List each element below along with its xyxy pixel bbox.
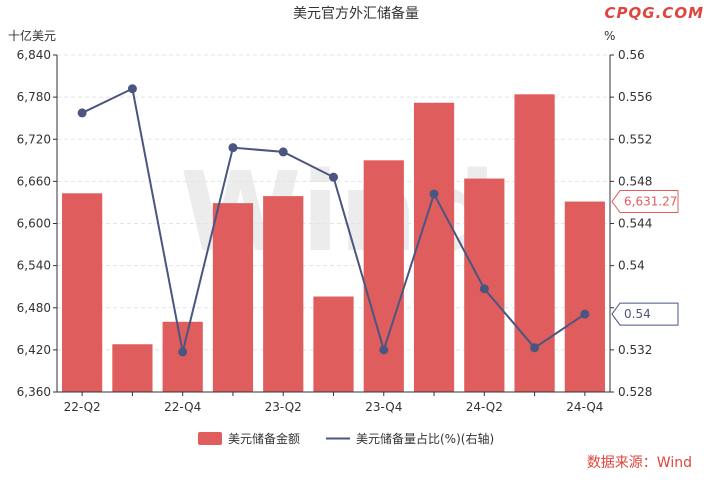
line-point (77, 108, 87, 118)
left-tick-label: 6,720 (17, 132, 51, 146)
bar (564, 201, 605, 392)
callout-box (611, 302, 679, 326)
bar-series (62, 94, 605, 393)
right-tick-label: 0.548 (618, 174, 652, 188)
right-tick-label: 0.56 (618, 48, 645, 62)
x-tick-label: 24-Q2 (466, 400, 503, 414)
left-tick-label: 6,540 (17, 259, 51, 273)
left-tick-label: 6,780 (17, 90, 51, 104)
line-point (580, 309, 590, 319)
chart-title: 美元官方外汇储备量 (293, 5, 419, 22)
legend-bar-label: 美元储备金额 (228, 431, 300, 446)
left-tick-label: 6,360 (17, 385, 51, 399)
right-axis-unit: % (604, 29, 615, 43)
callout-label: 0.54 (624, 307, 651, 321)
right-tick-label: 0.556 (618, 90, 652, 104)
line-point (379, 345, 389, 355)
bar (162, 321, 203, 392)
line-point (429, 189, 439, 199)
right-tick-label: 0.532 (618, 343, 652, 357)
line-point (228, 143, 238, 153)
line-point (278, 147, 288, 157)
line-point (329, 172, 338, 182)
x-tick-label: 23-Q4 (365, 400, 402, 414)
left-tick-label: 6,660 (17, 174, 51, 188)
source-label: 数据来源：Wind (586, 455, 692, 471)
bar (413, 102, 455, 392)
callout-box (611, 190, 679, 214)
right-tick-label: 0.544 (618, 217, 652, 231)
x-tick-label: 22-Q2 (64, 400, 101, 414)
line-point (127, 84, 137, 94)
callout-label: 6,631.27 (624, 195, 677, 209)
right-tick-label: 0.528 (618, 385, 652, 399)
left-tick-label: 6,420 (17, 343, 51, 357)
bar (363, 160, 404, 392)
bar (212, 203, 254, 392)
right-tick-label: 0.54 (618, 259, 645, 273)
bar (112, 344, 153, 392)
left-tick-label: 6,840 (17, 48, 51, 62)
line-series (77, 84, 590, 357)
legend-line-label: 美元储备量占比(%)(右轴) (356, 431, 494, 446)
line-point (479, 284, 489, 294)
legend[interactable]: 美元储备金额 美元储备量占比(%)(右轴) (198, 431, 494, 446)
line-point (178, 347, 188, 357)
bar (313, 296, 354, 392)
legend-bar-swatch (198, 432, 222, 445)
x-tick-label: 22-Q4 (164, 400, 201, 414)
bar (263, 196, 304, 392)
left-axis-unit: 十亿美元 (8, 28, 56, 43)
axes (53, 54, 614, 396)
left-tick-label: 6,480 (17, 301, 51, 315)
x-tick-label: 24-Q4 (566, 400, 603, 414)
right-tick-label: 0.552 (618, 132, 652, 146)
bar (62, 193, 103, 392)
value-callouts: 6,631.27 0.54 (611, 190, 679, 326)
tick-labels: 6,360 6,420 6,480 6,540 6,600 6,660 6,720 6,780… (17, 48, 653, 414)
site-label: CPQG.COM (604, 4, 704, 22)
x-tick-label: 23-Q2 (265, 400, 302, 414)
line-point (530, 343, 540, 353)
left-tick-label: 6,600 (17, 217, 51, 231)
bar (514, 94, 555, 393)
